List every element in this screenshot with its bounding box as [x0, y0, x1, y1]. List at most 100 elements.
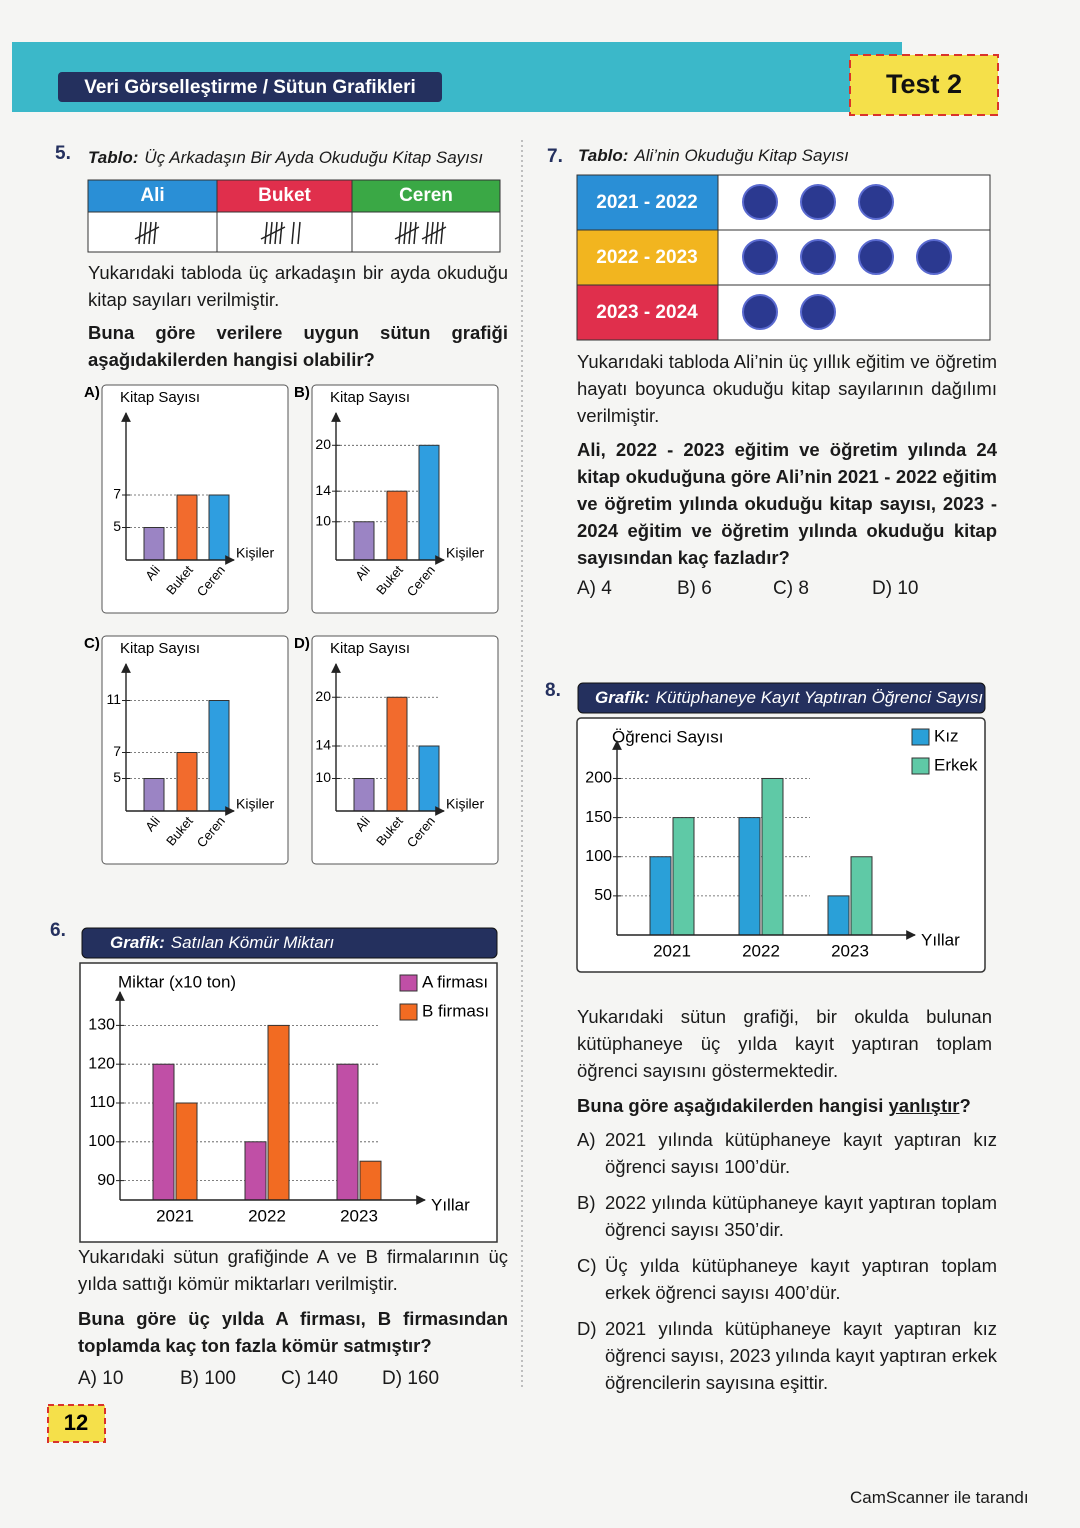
header-title: Veri Görselleştirme / Sütun Grafikleri	[84, 77, 416, 98]
x-axis-label: Kişiler	[236, 545, 274, 561]
tally-stroke	[279, 221, 283, 245]
bar	[353, 521, 375, 561]
choice-label: B)	[577, 1192, 596, 1213]
bar	[827, 895, 850, 936]
y-tick-label: 11	[106, 691, 121, 707]
book-symbol	[742, 294, 778, 330]
tally-stroke	[148, 221, 152, 245]
question-text: Yukarıdaki tabloda üç arkadaşın bir ayda…	[88, 262, 508, 310]
bar	[176, 752, 198, 812]
answer-choice: C) 140	[281, 1368, 339, 1389]
choice-label: C)	[577, 1255, 597, 1276]
choice-text: Üç yılda kütüphaneye kayıt yaptıran topl…	[605, 1255, 997, 1303]
bar	[738, 817, 761, 936]
bar	[267, 1024, 290, 1201]
tally-stroke	[264, 221, 268, 245]
x-axis-label: Kişiler	[446, 796, 484, 812]
y-axis-label: Kitap Sayısı	[120, 640, 200, 657]
x-axis-label: Yıllar	[431, 1195, 470, 1214]
question-number: 7.	[547, 146, 563, 167]
bar	[761, 777, 784, 936]
bar	[175, 1102, 198, 1201]
y-axis-label: Miktar (x10 ton)	[118, 972, 236, 991]
choice-text: 2021 yılında kütüphaneye kayıt yaptıran …	[605, 1129, 997, 1177]
legend-label: Kız	[934, 726, 959, 745]
question-title: Tablo: Üç Arkadaşın Bir Ayda Okuduğu Kita…	[88, 148, 508, 168]
bar	[353, 778, 375, 812]
legend-label: Erkek	[934, 755, 978, 774]
tally-stroke	[297, 221, 301, 245]
question-title: Tablo: Ali’nin Okuduğu Kitap Sayısı	[578, 146, 978, 166]
y-tick-label: 130	[88, 1017, 115, 1034]
bar	[152, 1063, 175, 1201]
choice-label: A)	[577, 1129, 596, 1150]
y-axis-label: Kitap Sayısı	[330, 389, 410, 406]
answer-choice: D) 160	[382, 1368, 440, 1389]
legend-label: A firması	[422, 972, 488, 991]
tally-stroke	[134, 226, 160, 240]
title-bar	[577, 682, 986, 714]
tally-stroke	[143, 221, 147, 245]
tally-stroke	[260, 226, 286, 240]
y-tick-label: 100	[585, 848, 612, 865]
y-tick-label: 90	[97, 1172, 115, 1189]
legend-swatch	[911, 757, 930, 775]
header-title-box	[58, 72, 442, 102]
symbol-count	[742, 239, 952, 275]
tally	[134, 221, 160, 245]
bar	[649, 856, 672, 936]
bar	[386, 696, 408, 812]
tally-stroke	[274, 221, 278, 245]
bar	[672, 817, 695, 936]
table-header: Ali	[140, 185, 164, 206]
x-tick-label: 2023	[831, 941, 869, 960]
question-text: Yukarıdaki sütun grafiğinde A ve B firma…	[78, 1246, 508, 1294]
y-axis-label: Kitap Sayısı	[330, 640, 410, 657]
title-label: Tablo:	[578, 146, 629, 165]
book-symbol	[800, 294, 836, 330]
y-tick-label: 7	[113, 486, 121, 502]
question-title: Grafik: Kütüphaneye Kayıt Yaptıran Öğrenc…	[595, 688, 983, 708]
prompt-part: Buna göre aşağıdakilerden hangisi	[577, 1095, 889, 1116]
bar	[359, 1160, 382, 1201]
y-tick-label: 50	[594, 887, 612, 904]
y-tick-label: 5	[113, 769, 121, 785]
tally-stroke	[413, 221, 417, 245]
title-text: Üç Arkadaşın Bir Ayda Okuduğu Kitap Sayı…	[144, 148, 484, 167]
question-number: 8.	[545, 680, 561, 701]
question-number: 5.	[55, 143, 71, 164]
answer-choice: A) 10	[78, 1368, 124, 1389]
answer-choice: A) 4	[577, 578, 612, 599]
answer-choice: B) 6	[677, 578, 712, 599]
title-text: Satılan Kömür Miktarı	[170, 933, 335, 952]
bar	[143, 527, 165, 561]
y-tick-label: 110	[89, 1094, 115, 1111]
bar	[176, 494, 198, 561]
x-tick-label: 2022	[248, 1206, 286, 1225]
y-tick-label: 5	[113, 518, 121, 534]
x-tick-label: 2021	[653, 941, 691, 960]
y-tick-label: 20	[315, 688, 331, 704]
answer-choice: D) 10	[872, 578, 919, 599]
choice-label: D)	[577, 1318, 597, 1339]
table-row-header	[576, 229, 719, 286]
scanner-note: CamScanner ile tarandı	[850, 1488, 1029, 1507]
tally-stroke	[138, 221, 142, 245]
test-box	[849, 54, 999, 116]
y-tick-label: 200	[585, 770, 612, 787]
y-tick-label: 10	[315, 512, 331, 528]
tally-stroke	[435, 221, 439, 245]
title-bar	[81, 927, 498, 959]
tally-stroke	[440, 221, 444, 245]
bar	[850, 856, 873, 936]
answer-choice: B) 100	[180, 1368, 236, 1389]
question-number: 6.	[50, 920, 66, 941]
title-text: Ali’nin Okuduğu Kitap Sayısı	[634, 146, 849, 165]
question-prompt: Buna göre aşağıdakilerden hangisi yanlış…	[577, 1092, 997, 1119]
tally-stroke	[153, 221, 157, 245]
y-tick-label: 150	[585, 809, 612, 826]
tally-stroke	[403, 221, 407, 245]
tally-stroke	[398, 221, 402, 245]
